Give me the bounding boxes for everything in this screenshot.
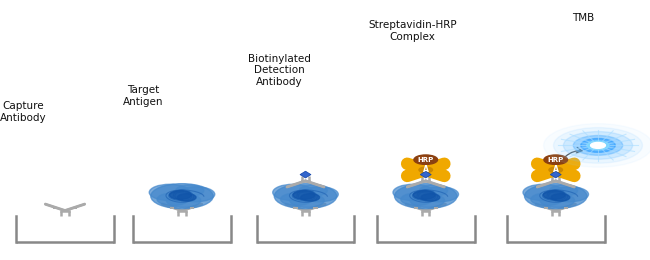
Polygon shape [421,171,431,178]
FancyBboxPatch shape [73,207,77,209]
Circle shape [301,187,338,202]
Circle shape [543,124,650,167]
Circle shape [410,194,445,207]
Circle shape [540,194,575,207]
Circle shape [299,185,328,196]
Circle shape [301,194,320,201]
Circle shape [404,162,411,165]
Text: HRP: HRP [547,157,564,163]
Circle shape [293,191,315,199]
Circle shape [571,162,578,165]
Circle shape [525,184,587,209]
Circle shape [151,184,213,209]
FancyBboxPatch shape [543,207,548,209]
Circle shape [534,162,541,165]
Circle shape [419,157,427,160]
FancyBboxPatch shape [313,207,318,209]
Circle shape [421,194,440,201]
Circle shape [170,191,191,199]
FancyBboxPatch shape [170,207,174,209]
Circle shape [150,184,190,200]
FancyBboxPatch shape [564,207,568,209]
Circle shape [419,167,432,173]
Circle shape [414,155,437,164]
Circle shape [290,194,324,207]
Circle shape [281,193,312,205]
Circle shape [166,194,201,207]
FancyBboxPatch shape [434,207,438,209]
Circle shape [554,128,642,163]
Polygon shape [300,171,311,178]
Circle shape [551,194,570,201]
FancyBboxPatch shape [433,184,437,185]
Circle shape [564,132,632,159]
Circle shape [413,191,435,199]
Circle shape [177,194,196,201]
FancyBboxPatch shape [190,207,194,209]
Circle shape [419,185,448,196]
FancyBboxPatch shape [294,184,298,185]
Text: A: A [422,165,429,174]
Text: Biotinylated
Detection
Antibody: Biotinylated Detection Antibody [248,54,311,87]
Circle shape [523,184,564,200]
Text: Capture
Antibody: Capture Antibody [0,101,46,123]
Circle shape [176,185,204,196]
FancyBboxPatch shape [293,207,298,209]
Text: HRP: HRP [417,157,434,163]
Circle shape [177,187,214,202]
Circle shape [549,157,557,160]
FancyBboxPatch shape [53,207,57,209]
Circle shape [393,184,434,200]
Circle shape [401,193,432,205]
FancyBboxPatch shape [313,184,317,185]
Circle shape [587,141,609,150]
Circle shape [544,155,567,164]
Text: Streptavidin-HRP
Complex: Streptavidin-HRP Complex [369,20,457,42]
Circle shape [573,135,623,155]
Circle shape [571,174,578,177]
Text: TMB: TMB [572,13,594,23]
Circle shape [421,187,458,202]
Text: Target
Antigen: Target Antigen [123,85,163,107]
Circle shape [543,191,565,199]
Circle shape [274,184,337,209]
Circle shape [549,185,578,196]
Circle shape [441,162,448,165]
FancyBboxPatch shape [414,184,419,185]
FancyBboxPatch shape [544,184,549,185]
Circle shape [273,184,313,200]
Circle shape [551,187,588,202]
Circle shape [404,174,411,177]
Text: A: A [552,165,559,174]
Circle shape [531,193,562,205]
Circle shape [157,193,188,205]
Circle shape [580,139,616,152]
Circle shape [441,174,448,177]
FancyBboxPatch shape [413,207,418,209]
Circle shape [549,167,562,173]
Polygon shape [551,171,561,178]
FancyBboxPatch shape [563,184,567,185]
Circle shape [591,142,605,148]
Circle shape [395,184,457,209]
Circle shape [534,174,541,177]
